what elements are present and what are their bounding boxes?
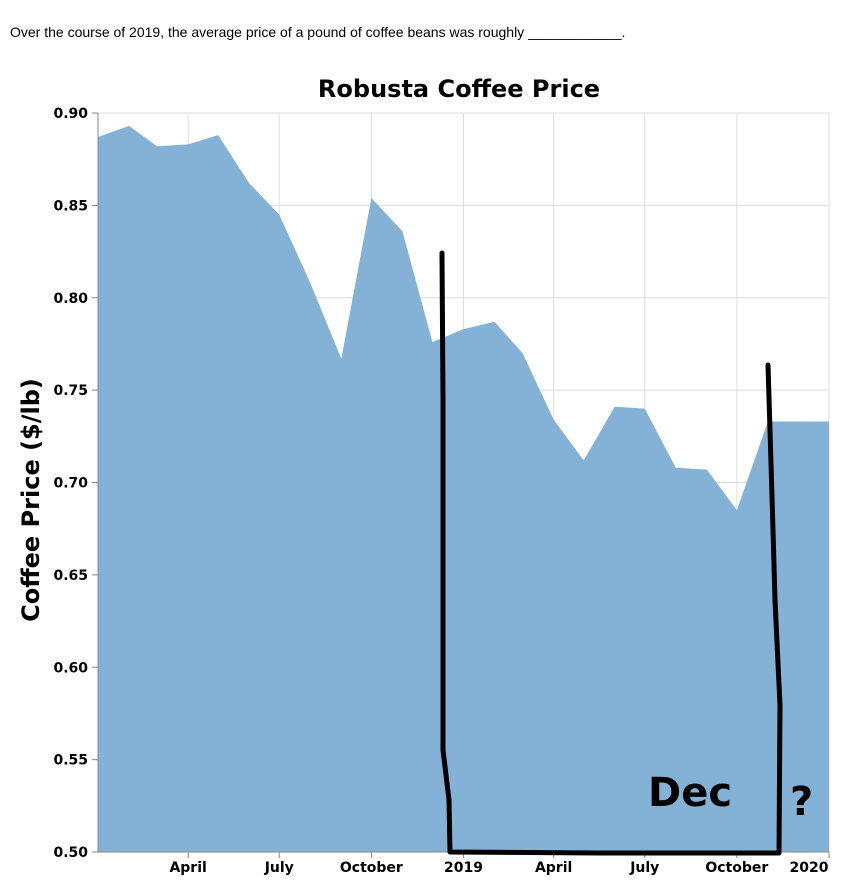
y-tick-label: 0.85 — [53, 198, 88, 214]
x-tick-label: July — [264, 860, 294, 876]
chart-title: Robusta Coffee Price — [318, 75, 600, 103]
x-tick-label: April — [169, 860, 206, 876]
x-tick-label: July — [629, 860, 659, 876]
y-tick-label: 0.55 — [53, 753, 88, 769]
y-tick-label: 0.65 — [53, 568, 88, 584]
x-tick-label: October — [705, 860, 768, 876]
x-tick-label: 2019 — [444, 860, 483, 876]
y-tick-label: 0.75 — [53, 383, 88, 399]
y-tick-label: 0.90 — [53, 106, 88, 122]
area-series — [98, 125, 829, 853]
handwritten-annotations: Dec ? — [439, 250, 813, 856]
handwritten-dec-label: Dec — [648, 770, 732, 816]
handwritten-question-mark: ? — [790, 779, 813, 825]
question-prompt: Over the course of 2019, the average pri… — [10, 24, 626, 40]
y-tick-label: 0.60 — [53, 660, 88, 676]
x-tick-label: October — [340, 860, 403, 876]
y-tick-label: 0.50 — [53, 845, 88, 861]
handwritten-left-bracket-line — [439, 250, 783, 856]
y-axis-label: Coffee Price ($/lb) — [17, 378, 45, 622]
x-tick-label: April — [535, 860, 572, 876]
y-tick-label: 0.70 — [53, 476, 88, 492]
x-tick-label: 2020 — [790, 860, 829, 876]
y-tick-label: 0.80 — [53, 291, 88, 307]
price-area — [97, 125, 830, 853]
